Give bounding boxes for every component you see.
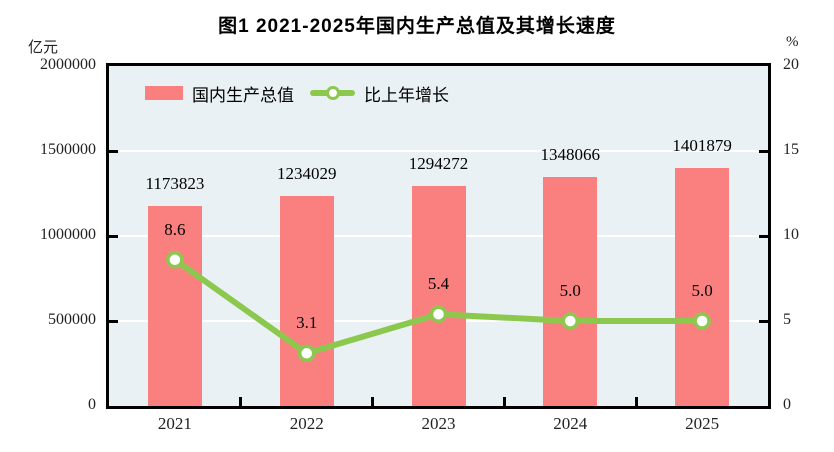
axis-ticks-layer	[109, 66, 768, 406]
right-axis-tick-label: 0	[783, 396, 791, 413]
left-axis-tick-label: 2000000	[40, 56, 96, 73]
right-axis-unit: %	[786, 34, 799, 50]
legend: 国内生产总值 比上年增长	[145, 82, 449, 105]
x-axis-tick	[239, 397, 243, 406]
left-axis-tick	[109, 319, 118, 323]
gdp-bar-2023	[411, 185, 466, 406]
growth-line-legend-icon	[310, 86, 355, 100]
right-axis-tick	[759, 234, 768, 238]
gdp-bar-legend-label: 国内生产总值	[192, 85, 294, 105]
left-axis-tick-label: 1000000	[40, 226, 96, 243]
gdp-value-label-2022: 1234029	[276, 164, 337, 184]
data-labels-layer: 1173823 1234029 1294272 1348066 1401879 8.6 3.…	[109, 66, 768, 406]
growth-marker-2025	[693, 312, 711, 330]
x-axis-label-2021: 2021	[157, 414, 192, 433]
x-axis-label-2023: 2023	[421, 414, 456, 433]
growth-marker-2022	[297, 344, 316, 363]
x-axis-tick	[634, 397, 638, 406]
growth-value-label-2023: 5.4	[427, 274, 450, 294]
growth-value-label-2024: 5.0	[559, 281, 581, 300]
growth-marker-2023	[429, 305, 448, 323]
gdp-bar-2024	[543, 176, 598, 406]
growth-value-label-2025: 5.0	[691, 281, 713, 300]
gdp-value-label-2024: 1348066	[540, 144, 601, 164]
right-axis-tick	[759, 319, 768, 323]
gdp-value-label-2021: 1173823	[145, 174, 205, 194]
gdp-value-label-2023: 1294272	[408, 153, 469, 173]
gdp-bar-2022	[279, 196, 334, 406]
growth-marker-2024	[561, 312, 580, 330]
right-axis-tick-label: 20	[783, 56, 799, 73]
gdp-bar-legend-swatch	[145, 86, 183, 100]
right-axis-tick-label: 5	[783, 311, 791, 328]
growth-value-label-2021: 8.6	[164, 219, 186, 239]
x-axis-label-2022: 2022	[289, 414, 324, 433]
x-axis-tick	[371, 397, 375, 406]
left-axis-tick-label: 0	[88, 396, 96, 413]
x-axis-label-2025: 2025	[685, 414, 720, 433]
x-axis-tick	[502, 397, 506, 406]
left-axis-tick	[109, 234, 118, 238]
left-axis-unit: 亿元	[28, 40, 59, 56]
bars-layer	[109, 66, 768, 406]
growth-value-label-2022: 3.1	[296, 313, 318, 333]
left-axis-tick-label: 500000	[48, 311, 96, 328]
right-axis-tick-label: 10	[783, 226, 799, 243]
growth-line-legend-marker	[326, 86, 340, 100]
x-axis-label-2024: 2024	[553, 414, 588, 433]
growth-marker-2021	[166, 251, 184, 269]
plot-area: 1173823 1234029 1294272 1348066 1401879 8.6 3.…	[106, 63, 771, 409]
gdp-bar-2025	[675, 167, 730, 406]
right-axis-tick	[759, 149, 768, 153]
right-axis-tick-label: 15	[783, 141, 799, 158]
growth-line-layer	[166, 251, 711, 363]
left-axis-tick	[109, 149, 118, 153]
gdp-bar-2021	[147, 206, 202, 406]
gdp-value-label-2025: 1401879	[672, 135, 732, 155]
growth-line-legend-label: 比上年增长	[364, 85, 449, 105]
left-axis-tick-label: 1500000	[40, 141, 96, 158]
gridline	[109, 150, 768, 152]
chart-title: 图1 2021-2025年国内生产总值及其增长速度	[218, 16, 616, 37]
